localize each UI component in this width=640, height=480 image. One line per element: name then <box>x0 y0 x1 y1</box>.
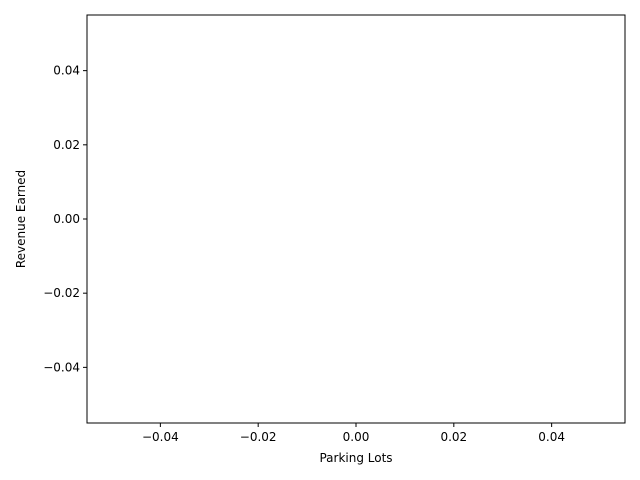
plot-frame <box>86 14 626 424</box>
y-tick-label: −0.04 <box>43 360 80 374</box>
x-tick-label: 0.04 <box>538 430 565 444</box>
y-axis-ticks: −0.04 −0.02 0.00 0.02 0.04 <box>43 64 87 374</box>
x-axis-ticks: −0.04 −0.02 0.00 0.02 0.04 <box>142 423 565 444</box>
x-tick-label: −0.04 <box>142 430 179 444</box>
x-axis-label: Parking Lots <box>319 451 392 465</box>
x-tick-label: −0.02 <box>240 430 277 444</box>
y-tick-label: 0.04 <box>53 64 80 78</box>
x-tick-label: 0.00 <box>343 430 370 444</box>
y-axis-label: Revenue Earned <box>14 170 28 268</box>
y-tick-label: 0.00 <box>53 212 80 226</box>
x-tick-label: 0.02 <box>440 430 467 444</box>
plot-area <box>87 15 625 423</box>
y-tick-label: −0.02 <box>43 286 80 300</box>
y-tick-label: 0.02 <box>53 138 80 152</box>
